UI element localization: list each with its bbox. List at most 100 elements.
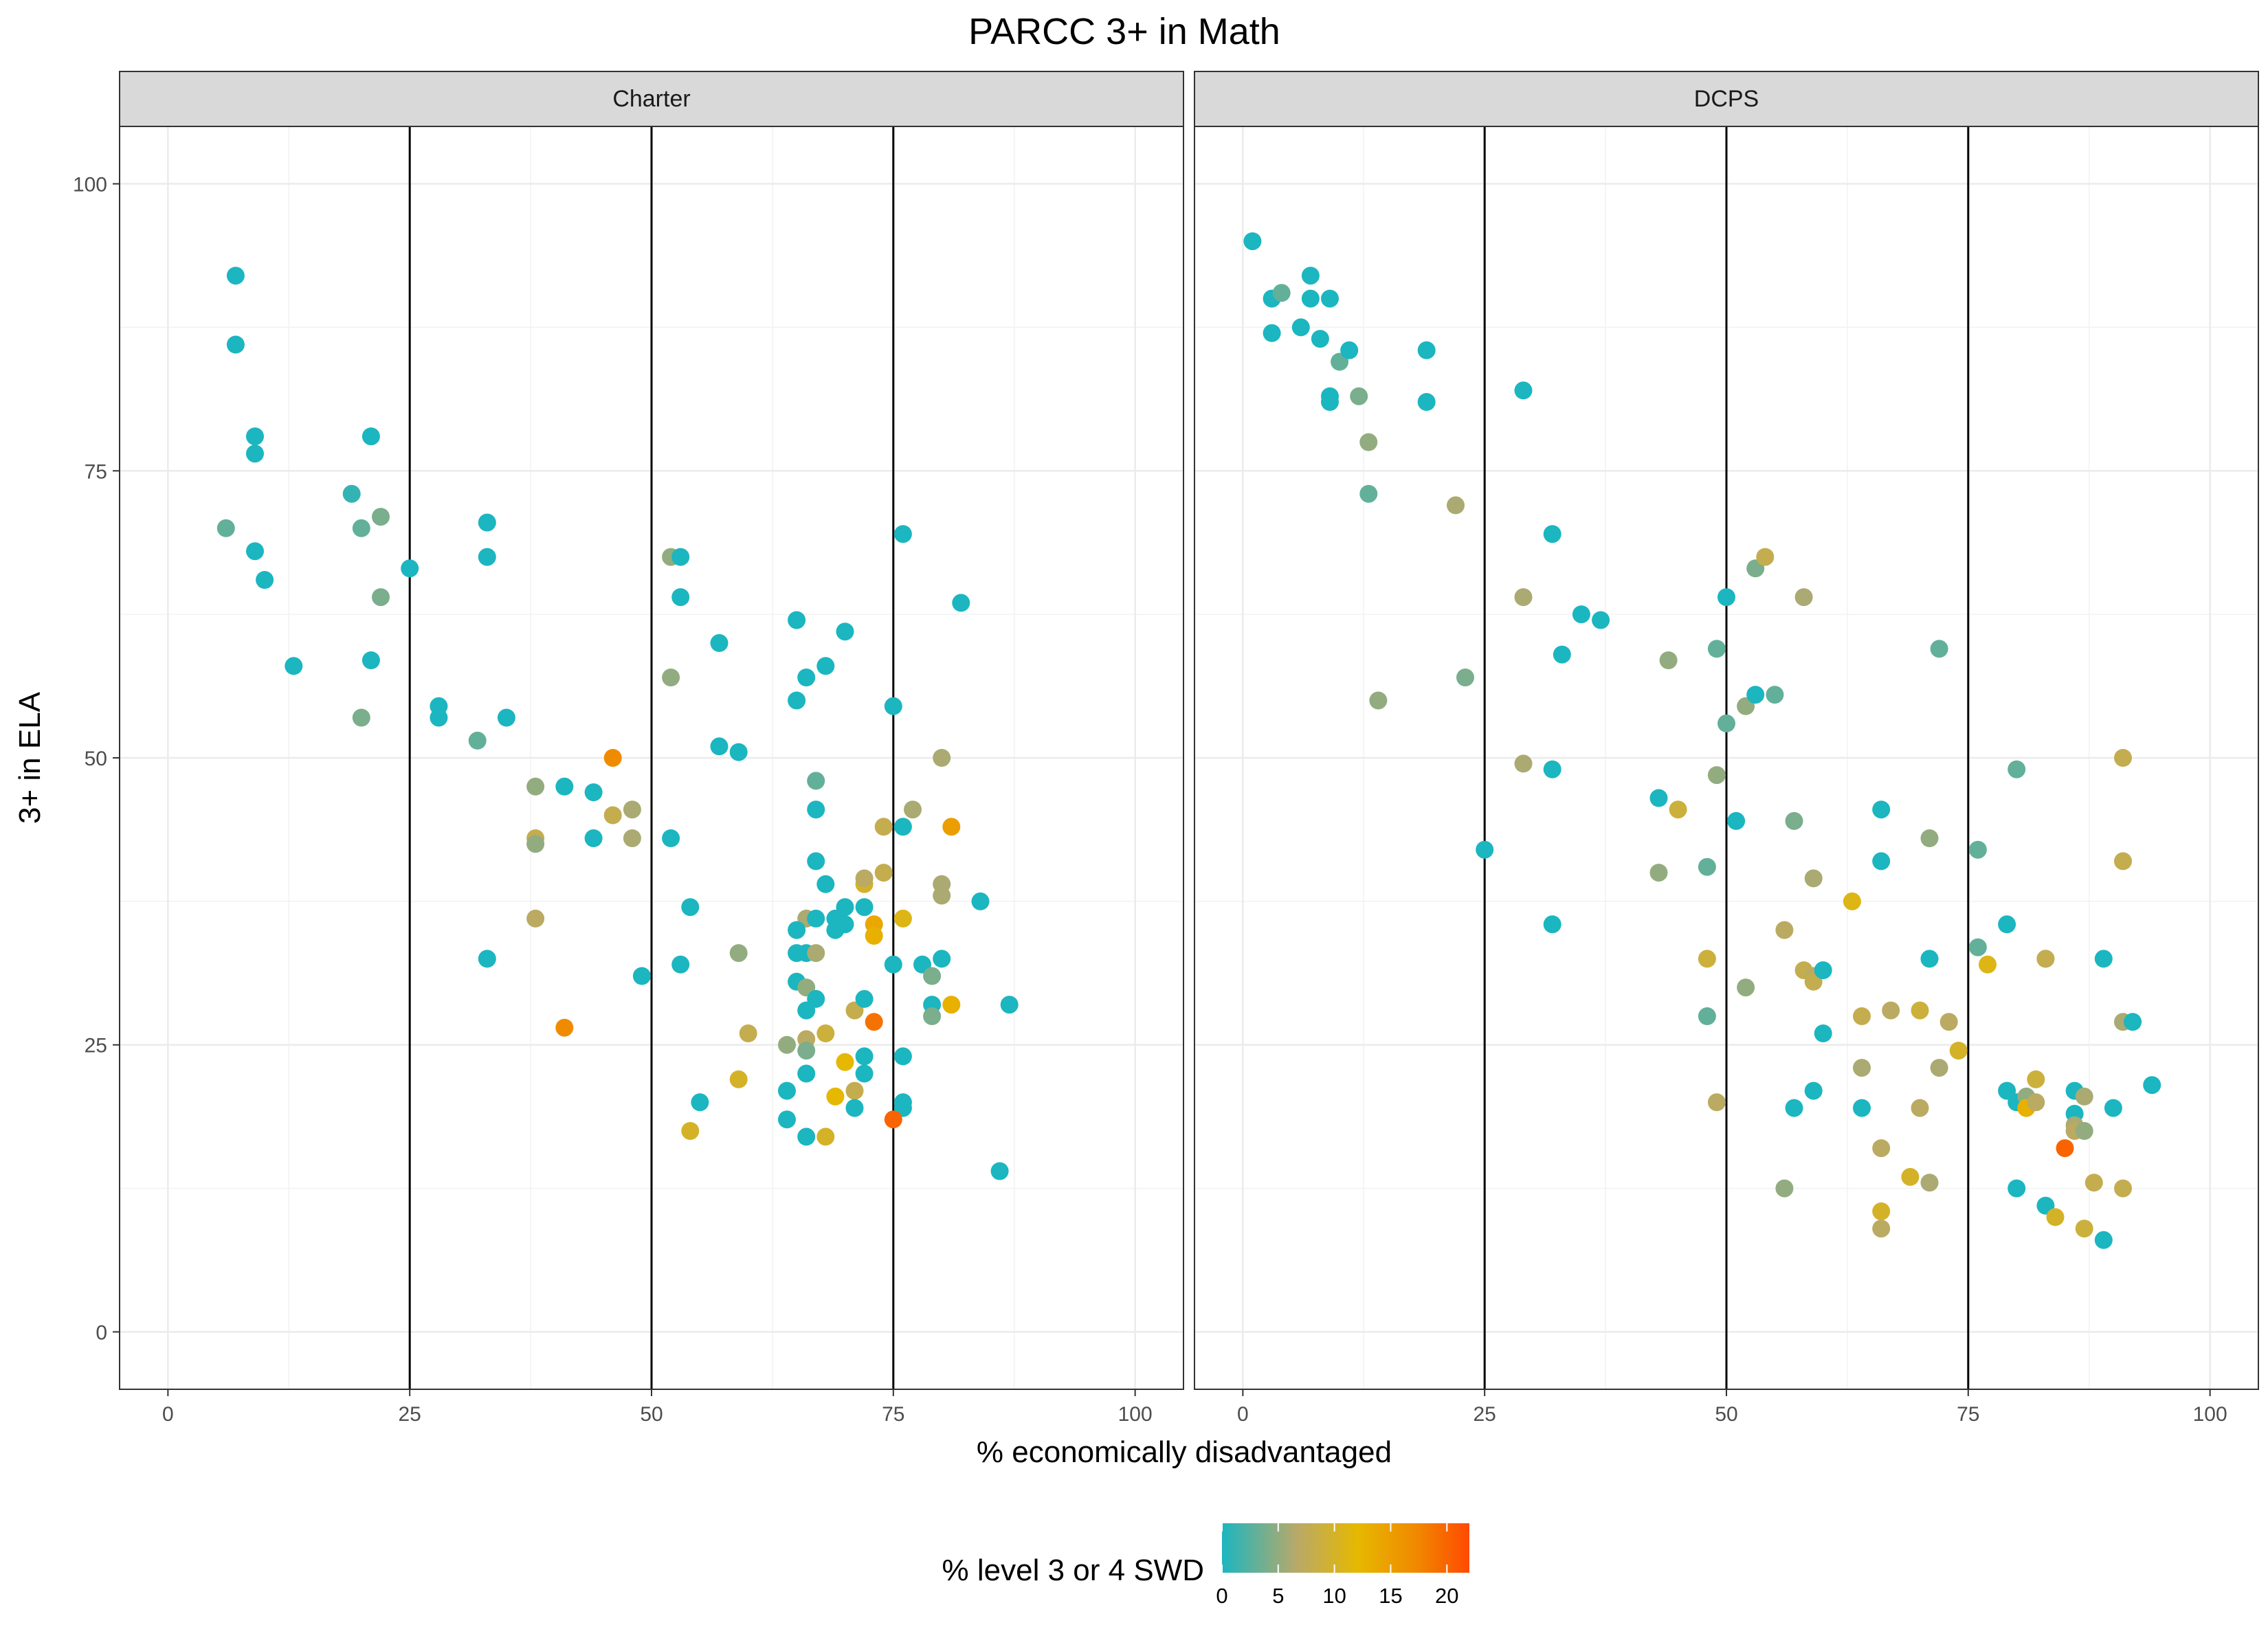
data-point — [1649, 864, 1668, 882]
chart-title: PARCC 3+ in Math — [968, 11, 1280, 52]
x-axis: 0 25 50 75 100 — [1237, 1389, 2227, 1426]
data-point — [1998, 915, 2016, 934]
data-point — [933, 749, 951, 767]
data-point — [1911, 1001, 1929, 1020]
data-point — [807, 989, 825, 1008]
data-point — [836, 1053, 854, 1071]
data-point — [952, 594, 970, 612]
x-tick-label: 100 — [1118, 1403, 1153, 1426]
x-tick-label: 25 — [398, 1403, 421, 1426]
data-point — [681, 1122, 700, 1140]
data-point — [1543, 525, 1561, 543]
data-point — [1930, 1059, 1948, 1077]
data-point — [1359, 433, 1378, 451]
data-point — [226, 335, 245, 354]
data-point — [2075, 1087, 2093, 1106]
data-point — [1369, 691, 1388, 710]
data-point — [2114, 1179, 2132, 1198]
data-point — [816, 1128, 835, 1146]
data-point — [1321, 289, 1339, 308]
data-point — [1746, 686, 1765, 704]
legend-title: % level 3 or 4 SWD — [942, 1553, 1204, 1587]
data-point — [836, 622, 854, 641]
data-point — [1649, 789, 1668, 807]
y-tick-label: 0 — [96, 1321, 107, 1344]
data-point — [2104, 1099, 2122, 1117]
data-point — [372, 508, 390, 526]
data-point — [2075, 1122, 2093, 1140]
legend-tick-label: 5 — [1272, 1584, 1284, 1608]
data-point — [1804, 1081, 1823, 1100]
data-point — [1853, 1007, 1871, 1025]
data-point — [1272, 284, 1291, 302]
data-point — [942, 818, 961, 836]
data-point — [1756, 548, 1775, 566]
data-point — [904, 800, 922, 819]
data-point — [884, 955, 902, 974]
data-point — [1514, 588, 1533, 607]
data-point — [226, 267, 245, 285]
data-point — [671, 588, 690, 607]
data-point — [1930, 640, 1948, 658]
data-point — [1872, 852, 1891, 871]
data-point — [555, 1018, 574, 1037]
data-point — [710, 737, 729, 756]
x-tick-label: 75 — [882, 1403, 904, 1426]
data-point — [816, 875, 835, 893]
data-point — [971, 892, 990, 910]
data-point — [342, 484, 361, 503]
x-tick-label: 25 — [1473, 1403, 1496, 1426]
x-tick-label: 0 — [162, 1403, 174, 1426]
x-tick-label: 50 — [640, 1403, 663, 1426]
y-axis: 0 25 50 75 100 — [73, 174, 120, 1344]
data-point — [2094, 1231, 2113, 1249]
data-point — [2143, 1076, 2161, 1095]
data-point — [1000, 996, 1019, 1014]
data-point — [1659, 651, 1678, 669]
data-point — [874, 864, 893, 882]
legend-colorbar — [1222, 1523, 1469, 1573]
data-point — [1447, 496, 1465, 515]
x-tick-label: 100 — [2193, 1403, 2227, 1426]
data-point — [526, 777, 545, 796]
data-point — [526, 909, 545, 928]
y-tick-label: 100 — [73, 174, 107, 197]
data-point — [1592, 611, 1610, 629]
data-point — [2114, 749, 2132, 767]
panel-dcps: DCPS 0 25 50 75 100 — [1194, 71, 2259, 1426]
data-point — [807, 772, 825, 790]
data-point — [933, 886, 951, 905]
data-point — [1872, 1139, 1891, 1158]
data-point — [623, 800, 641, 819]
data-point — [1707, 766, 1726, 785]
data-point — [855, 869, 874, 888]
data-point — [1514, 754, 1533, 773]
data-point — [1707, 1093, 1726, 1112]
data-point — [584, 783, 603, 802]
data-point — [285, 657, 303, 675]
legend-tick-label: 20 — [1435, 1584, 1458, 1608]
data-point — [2046, 1208, 2065, 1226]
data-point — [893, 909, 912, 928]
data-point — [923, 967, 942, 985]
data-point — [1775, 921, 1794, 939]
data-point — [1872, 1220, 1891, 1238]
data-point — [1263, 324, 1281, 342]
data-point — [865, 927, 883, 945]
data-point — [1804, 869, 1823, 888]
data-point — [1920, 1174, 1939, 1192]
data-point — [1359, 484, 1378, 503]
y-axis-title: 3+ in ELA — [13, 691, 47, 824]
data-point — [893, 1047, 912, 1066]
data-point — [1698, 950, 1716, 968]
data-point — [1785, 811, 1803, 830]
data-point — [1766, 686, 1784, 704]
data-point — [2056, 1139, 2074, 1158]
data-point — [1939, 1013, 1958, 1031]
data-point — [2114, 852, 2132, 871]
data-point — [855, 989, 874, 1008]
reference-lines — [1483, 126, 1970, 1389]
data-point — [1311, 330, 1329, 348]
data-point — [797, 1128, 816, 1146]
